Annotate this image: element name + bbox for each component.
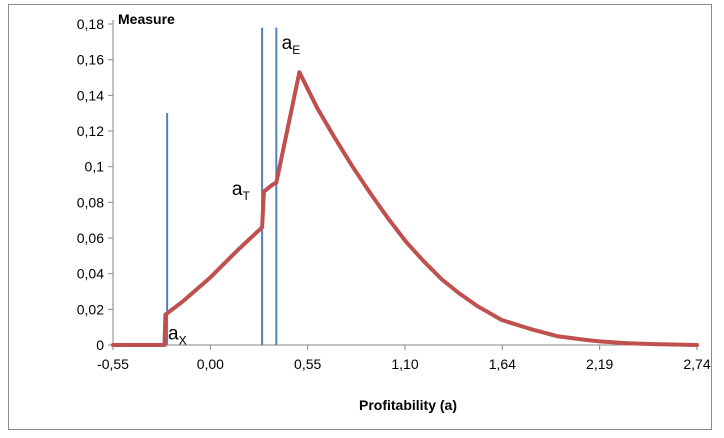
- y-tick-label: 0,06: [77, 230, 104, 246]
- y-tick-label: 0,02: [77, 301, 104, 317]
- annotation-label: aT: [232, 179, 251, 203]
- axes: 0 0,02 0,04 0,06 0,08 0,1 0,12 0,14 0,16 0,18 -0,5…: [77, 16, 711, 372]
- x-tick-label: 1,64: [489, 356, 516, 372]
- y-tick-label: 0,18: [77, 16, 104, 32]
- y-axis-label: Measure: [118, 11, 175, 27]
- series-group: [111, 70, 699, 347]
- y-tick-label: 0,1: [85, 159, 105, 175]
- y-tick-label: 0,12: [77, 123, 104, 139]
- x-tick-label: 0,00: [197, 356, 224, 372]
- x-tick-label: 2,74: [683, 356, 710, 372]
- y-tick-label: 0: [96, 337, 104, 353]
- annotation-label: aX: [168, 324, 187, 348]
- y-tick-label: 0,14: [77, 87, 104, 103]
- x-axis-label: Profitability (a): [359, 397, 457, 413]
- x-tick-label: -0,55: [97, 356, 129, 372]
- x-tick-label: 0,55: [294, 356, 321, 372]
- chart-frame: [8, 4, 712, 430]
- x-tick-label: 1,10: [391, 356, 418, 372]
- series-line: [111, 70, 699, 347]
- annotation-label: aE: [282, 33, 301, 57]
- y-tick-label: 0,04: [77, 266, 104, 282]
- x-tick-label: 2,19: [586, 356, 613, 372]
- y-tick-label: 0,16: [77, 52, 104, 68]
- y-tick-label: 0,08: [77, 194, 104, 210]
- vertical-lines: [166, 27, 278, 345]
- annotations: aX aT aE: [168, 33, 300, 348]
